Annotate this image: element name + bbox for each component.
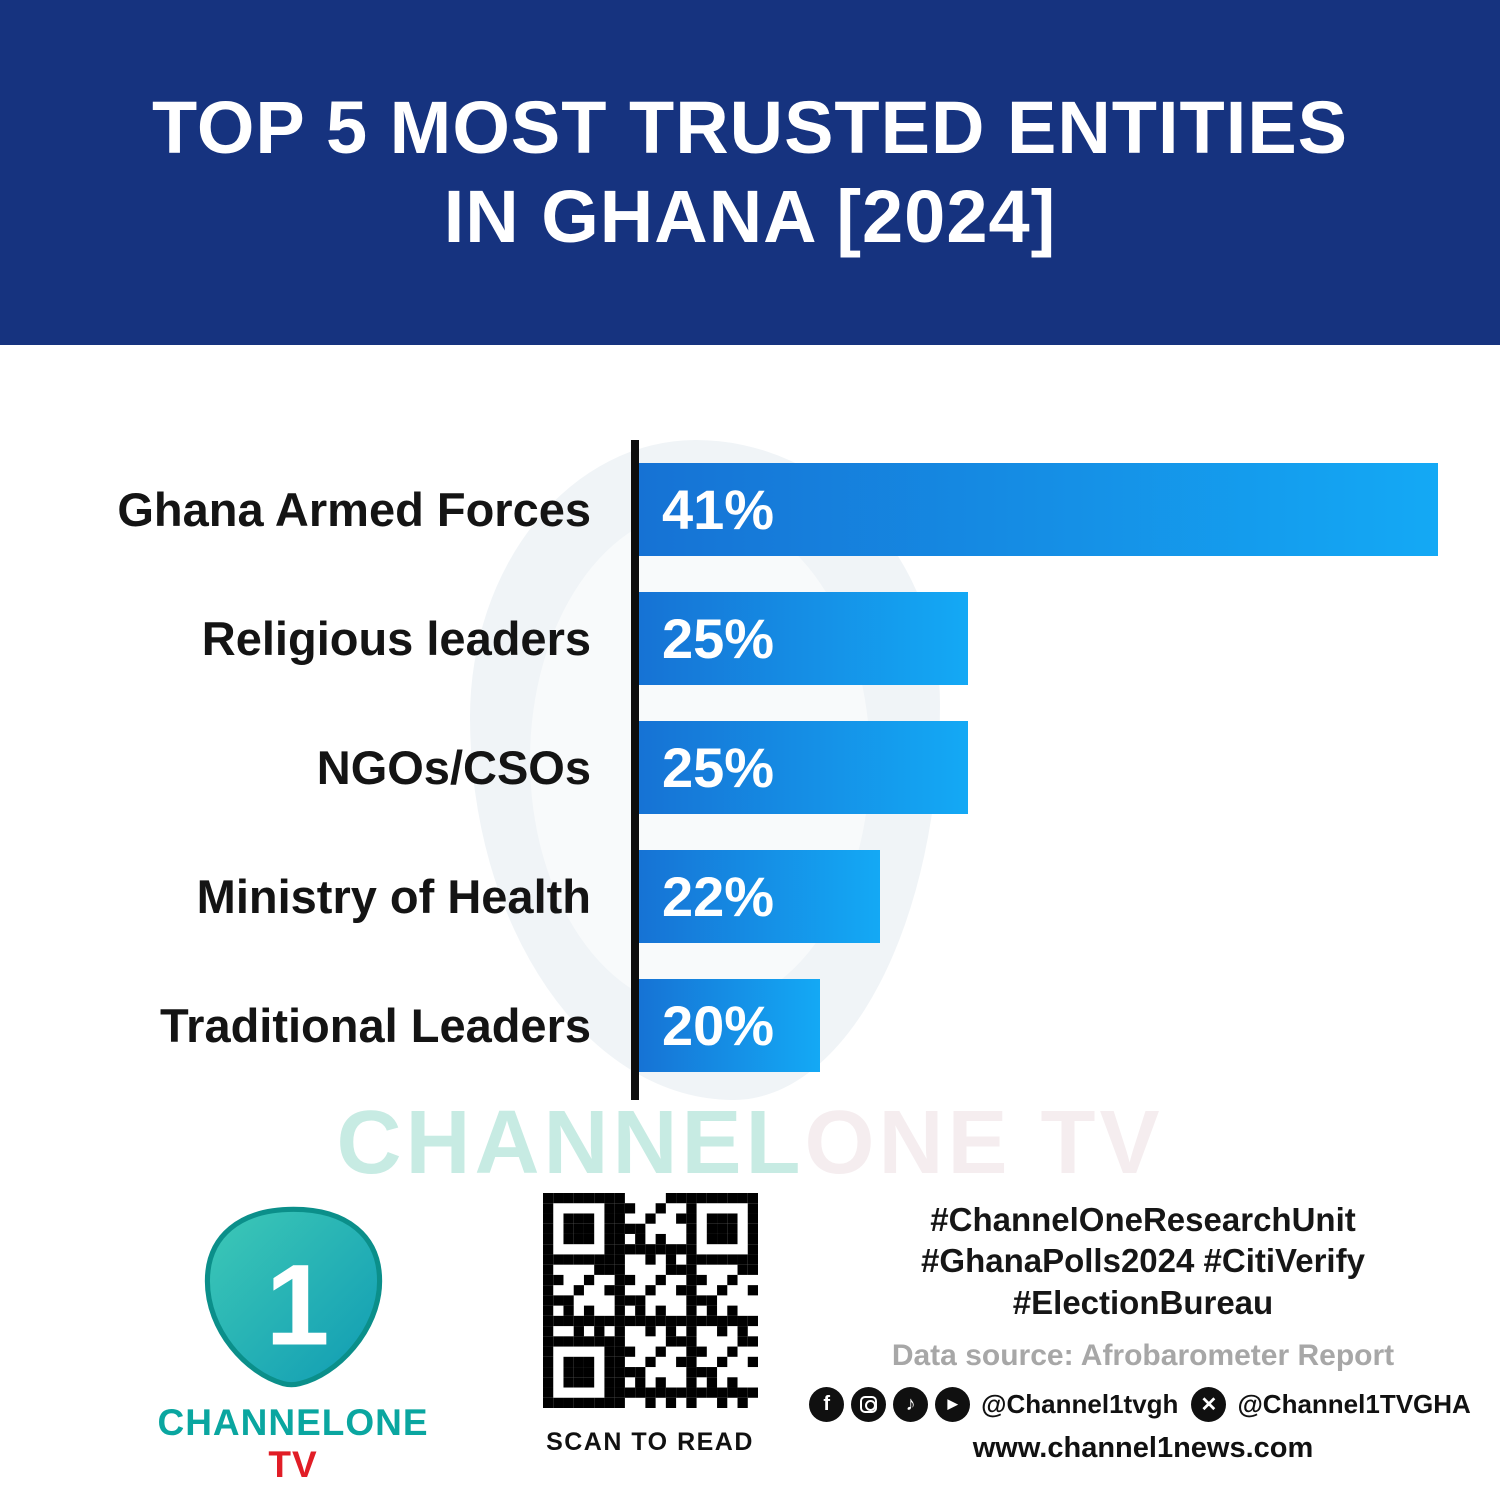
bar-area: 25% bbox=[636, 592, 1438, 685]
data-source: Data source: Afrobarometer Report bbox=[891, 1338, 1395, 1372]
footer-info-block: #ChannelOneResearchUnit #GhanaPolls2024 … bbox=[809, 1199, 1471, 1465]
category-label: Ministry of Health bbox=[196, 870, 591, 923]
page-title-line2: IN GHANA [2024] bbox=[443, 174, 1057, 258]
page-title-line1: TOP 5 MOST TRUSTED ENTITIES bbox=[151, 85, 1349, 169]
footer: 1 CHANNELONE TV SCAN TO READ #ChannelOne… bbox=[0, 1185, 1500, 1500]
brand-name: CHANNELONE TV bbox=[128, 1402, 458, 1486]
facebook-icon: f bbox=[809, 1386, 845, 1422]
channel-one-logo-block: 1 CHANNELONE TV bbox=[128, 1195, 458, 1486]
category-label: Ghana Armed Forces bbox=[117, 483, 591, 536]
social-handle-1: @Channel1tvgh bbox=[981, 1388, 1179, 1419]
channel-one-logo-icon: 1 bbox=[204, 1206, 382, 1388]
hashtags: #ChannelOneResearchUnit #GhanaPolls2024 … bbox=[858, 1199, 1428, 1323]
value-label: 25% bbox=[662, 607, 775, 670]
brand-name-part1: CHANNELONE bbox=[157, 1402, 429, 1443]
bar-area: 25% bbox=[636, 721, 1438, 814]
bar-area: 20% bbox=[636, 979, 1438, 1072]
chart-rows: Ghana Armed Forces 41% Religious leaders 25… bbox=[0, 463, 1438, 1072]
qr-code bbox=[542, 1193, 758, 1408]
brand-watermark: CHANNELONE TV bbox=[0, 1092, 1500, 1195]
instagram-icon bbox=[851, 1386, 887, 1422]
category-label: Traditional Leaders bbox=[160, 999, 591, 1052]
website-url: www.channel1news.com bbox=[972, 1431, 1314, 1464]
social-row: f ♪ ▶ @Channel1tvgh ✕ @Channel1TVGHA bbox=[809, 1386, 1471, 1422]
value-label: 41% bbox=[662, 478, 775, 541]
brand-watermark-part1: CHANNEL bbox=[336, 1093, 805, 1193]
header-banner: TOP 5 MOST TRUSTED ENTITIES IN GHANA [20… bbox=[0, 0, 1500, 345]
bar: 20% bbox=[636, 979, 821, 1072]
logo-numeral: 1 bbox=[265, 1242, 329, 1370]
bar: 25% bbox=[636, 721, 969, 814]
value-label: 22% bbox=[662, 865, 775, 928]
bar-area: 22% bbox=[636, 850, 1438, 943]
social-handle-2: @Channel1TVGHA bbox=[1237, 1388, 1471, 1419]
tiktok-icon: ♪ bbox=[893, 1386, 929, 1422]
bar-area: 41% bbox=[636, 463, 1438, 556]
hashtag-line2: #GhanaPolls2024 #CitiVerify bbox=[921, 1242, 1365, 1280]
bar: 22% bbox=[636, 850, 880, 943]
hashtag-line1: #ChannelOneResearchUnit bbox=[930, 1201, 1356, 1238]
chart-row: Traditional Leaders 20% bbox=[0, 979, 1438, 1072]
youtube-icon: ▶ bbox=[935, 1386, 971, 1422]
bar-chart: Ghana Armed Forces 41% Religious leaders 25… bbox=[0, 345, 1500, 1115]
chart-axis-line bbox=[631, 440, 639, 1100]
value-label: 20% bbox=[662, 994, 775, 1057]
chart-row: Religious leaders 25% bbox=[0, 592, 1438, 685]
qr-caption: SCAN TO READ bbox=[546, 1428, 754, 1456]
value-label: 25% bbox=[662, 736, 775, 799]
bar: 25% bbox=[636, 592, 969, 685]
x-icon: ✕ bbox=[1191, 1386, 1227, 1422]
hashtag-line3: #ElectionBureau bbox=[1012, 1283, 1274, 1321]
chart-row: Ghana Armed Forces 41% bbox=[0, 463, 1438, 556]
qr-block: SCAN TO READ bbox=[538, 1193, 762, 1457]
chart-row: NGOs/CSOs 25% bbox=[0, 721, 1438, 814]
bar: 41% bbox=[636, 463, 1438, 556]
chart-row: Ministry of Health 22% bbox=[0, 850, 1438, 943]
brand-watermark-part2: ONE TV bbox=[804, 1093, 1164, 1193]
category-label: NGOs/CSOs bbox=[316, 741, 591, 794]
brand-name-part2: TV bbox=[268, 1444, 318, 1485]
category-label: Religious leaders bbox=[201, 612, 591, 665]
